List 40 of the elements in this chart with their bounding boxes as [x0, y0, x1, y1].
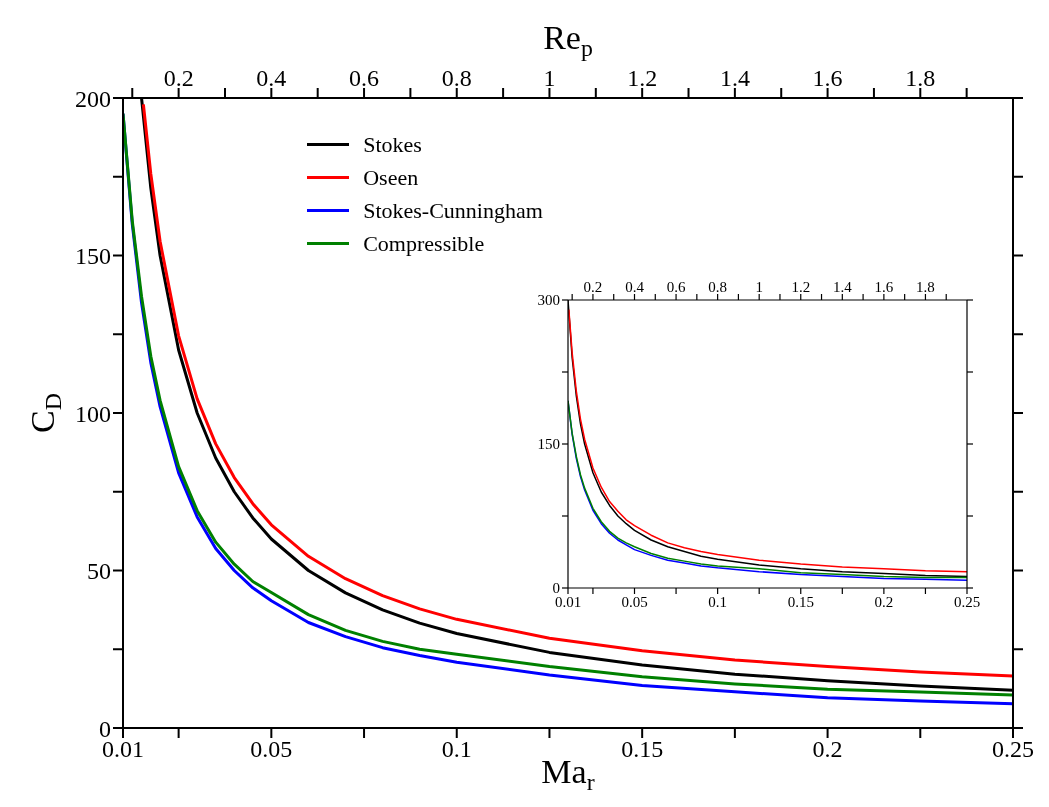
x2-tick-label: 1.8 — [916, 279, 935, 295]
x2-tick-label: 0.2 — [163, 65, 194, 91]
x2-tick-label: 0.8 — [441, 65, 472, 91]
x2-tick-label: 0.8 — [708, 279, 727, 295]
legend-label: Compressible — [363, 230, 485, 258]
y-tick-label: 300 — [537, 292, 560, 309]
x-tick-label: 0.2 — [812, 736, 843, 763]
x-tick-label: 0.2 — [874, 593, 894, 610]
x2-tick-label: 1 — [755, 279, 763, 295]
x2-tick-label: 0.4 — [625, 279, 645, 295]
y-tick-label: 150 — [75, 243, 111, 270]
x2-tick-label: 1.8 — [905, 65, 936, 91]
x2-tick-label: 1.6 — [874, 279, 894, 295]
y-tick-label: 200 — [75, 85, 111, 112]
x2-tick-label: 1.2 — [627, 65, 658, 91]
x-tick-label: 0.1 — [708, 593, 727, 610]
legend-label: Oseen — [363, 164, 419, 192]
x2-tick-label: 0.2 — [583, 279, 603, 295]
x-tick-label: 0.15 — [621, 736, 664, 763]
x-tick-label: 0.05 — [250, 736, 293, 763]
x2-tick-label: 1.2 — [791, 279, 811, 295]
legend-label: Stokes — [363, 131, 422, 159]
x2-tick-label: 0.6 — [666, 279, 686, 295]
y-tick-label: 150 — [537, 436, 560, 453]
x-axis-title: Ma$_{r}$ — [541, 753, 595, 796]
x2-tick-label: 1.4 — [719, 65, 750, 91]
x2-tick-label: 1.4 — [832, 279, 853, 295]
y-tick-label: 50 — [87, 558, 111, 585]
x2-tick-label: 0.6 — [349, 65, 380, 91]
x-tick-label: 0.25 — [953, 593, 981, 610]
y-tick-label: 100 — [75, 400, 111, 427]
x-tick-label: 0.1 — [441, 736, 472, 763]
legend-label: Stokes-Cunningham — [363, 197, 543, 225]
x-tick-label: 0.05 — [621, 593, 648, 610]
x2-tick-label: 0.4 — [256, 65, 287, 91]
x2-tick-label: 1 — [543, 65, 556, 91]
x-tick-label: 0.25 — [992, 736, 1034, 763]
x2-tick-label: 1.6 — [812, 65, 843, 91]
x-tick-label: 0.15 — [787, 593, 814, 610]
x2-axis-title: Re$_{p}$ — [543, 18, 593, 61]
